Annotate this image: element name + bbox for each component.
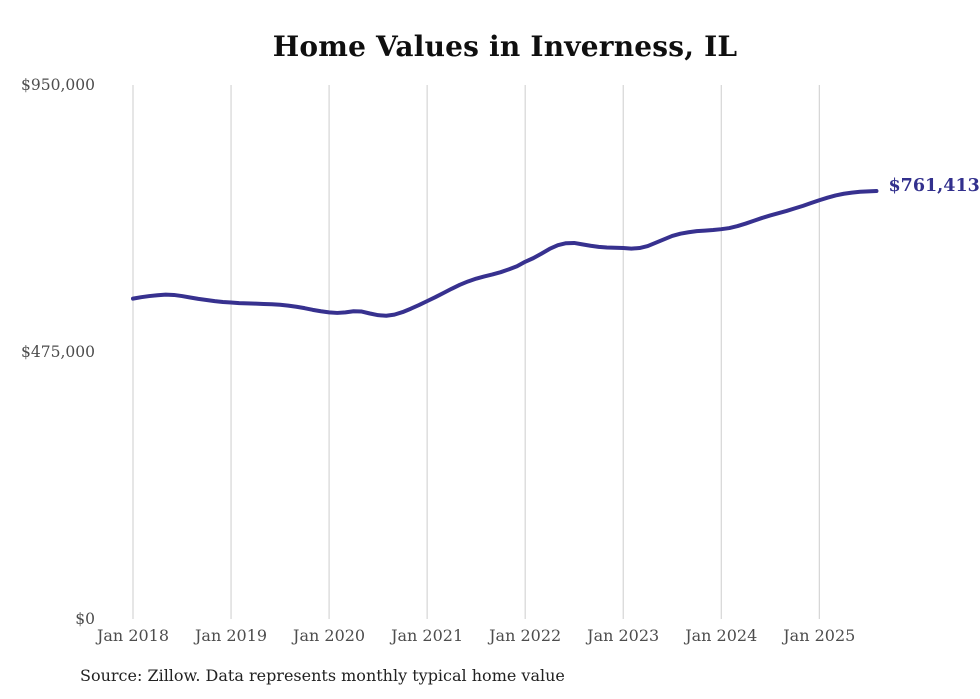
value-line — [131, 189, 879, 318]
x-axis-tick-label: Jan 2018 — [96, 626, 170, 645]
y-axis-tick-label: $0 — [75, 610, 95, 628]
x-axis-tick-label: Jan 2022 — [489, 626, 562, 645]
x-axis-tick-label: Jan 2019 — [195, 626, 268, 645]
x-axis-tick-label: Jan 2023 — [587, 626, 660, 645]
x-axis-tick-label: Jan 2025 — [783, 626, 856, 645]
x-axis-tick-label: Jan 2024 — [685, 626, 758, 645]
chart-title: Home Values in Inverness, IL — [272, 30, 738, 63]
y-axis-tick-label: $950,000 — [21, 76, 95, 94]
x-axis-tick-label: Jan 2021 — [391, 626, 464, 645]
y-axis-tick-label: $475,000 — [21, 343, 95, 361]
current-value-label: $761,413 — [888, 176, 980, 196]
x-axis-tick-label: Jan 2020 — [293, 626, 366, 645]
source-note: Source: Zillow. Data represents monthly … — [80, 666, 565, 685]
